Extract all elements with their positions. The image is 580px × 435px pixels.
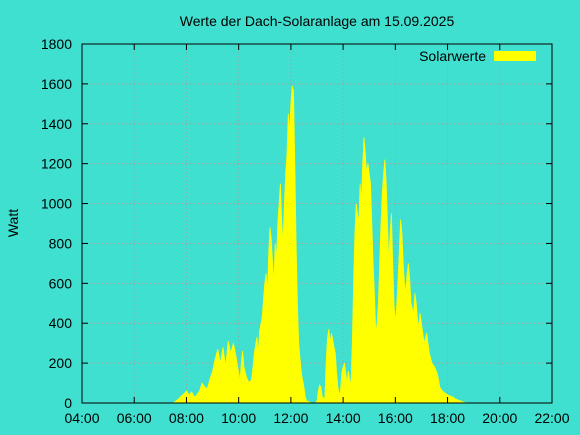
y-tick-label: 1000	[41, 196, 72, 212]
y-tick-label: 200	[49, 355, 73, 371]
x-tick-label: 04:00	[64, 410, 99, 426]
legend: Solarwerte	[419, 48, 536, 64]
axes	[81, 43, 553, 404]
legend-swatch	[494, 51, 536, 61]
y-tick-label: 0	[64, 395, 72, 411]
x-tick-label: 22:00	[534, 410, 569, 426]
y-tick-label: 1800	[41, 36, 72, 52]
plot-frame	[81, 43, 553, 404]
y-tick-label: 1400	[41, 116, 72, 132]
legend-label: Solarwerte	[419, 48, 486, 64]
x-tick-label: 14:00	[326, 410, 361, 426]
x-tick-label: 20:00	[482, 410, 517, 426]
x-tick-label: 08:00	[169, 410, 204, 426]
x-tick-label: 06:00	[117, 410, 152, 426]
y-tick-label: 1600	[41, 76, 72, 92]
tick-labels: 04:00 06:00 08:00 10:00 12:00 14:00 16:00 18:00…	[41, 36, 570, 426]
series-layer	[172, 85, 466, 404]
x-tick-label: 12:00	[273, 410, 308, 426]
chart-title: Werte der Dach-Solaranlage am 15.09.2025	[180, 13, 455, 29]
y-tick-label: 1200	[41, 156, 72, 172]
y-tick-label: 400	[49, 315, 73, 331]
x-tick-label: 10:00	[221, 410, 256, 426]
y-tick-label: 800	[49, 235, 73, 251]
y-tick-label: 600	[49, 275, 73, 291]
x-tick-label: 18:00	[430, 410, 465, 426]
series-area-solarwerte	[172, 85, 466, 404]
x-tick-label: 16:00	[378, 410, 413, 426]
y-axis-label: Watt	[5, 209, 21, 237]
